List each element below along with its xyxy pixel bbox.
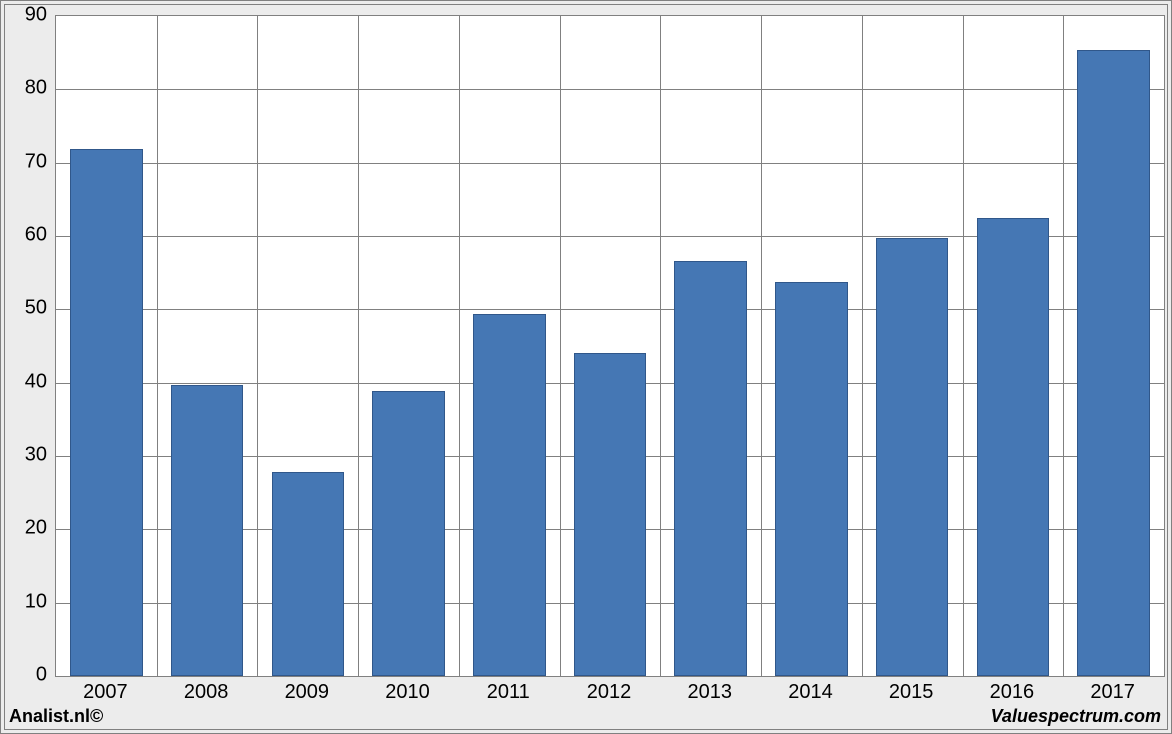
bar-2008 <box>171 385 244 676</box>
y-axis-tick-label: 10 <box>7 590 47 613</box>
x-axis-tick-label: 2008 <box>184 681 229 704</box>
x-axis-tick-label: 2011 <box>487 681 530 704</box>
y-axis-tick-label: 90 <box>7 4 47 27</box>
grid-line-vertical <box>358 16 359 676</box>
grid-line-vertical <box>1063 16 1064 676</box>
chart-outer-frame: 0 10 20 30 40 50 60 70 80 90 2007 2008 2009 2010 2011… <box>0 0 1172 734</box>
chart-inner-frame: 0 10 20 30 40 50 60 70 80 90 2007 2008 2009 2010 2011… <box>4 4 1168 730</box>
bar-2017 <box>1077 50 1150 676</box>
y-axis-tick-label: 30 <box>7 444 47 467</box>
grid-line-vertical <box>963 16 964 676</box>
y-axis-tick-label: 20 <box>7 517 47 540</box>
bar-2009 <box>272 472 345 676</box>
grid-line-vertical <box>660 16 661 676</box>
bar-2016 <box>977 218 1050 676</box>
bar-2013 <box>674 261 747 676</box>
bar-2012 <box>574 353 647 676</box>
grid-line-vertical <box>459 16 460 676</box>
grid-line-horizontal <box>56 163 1164 164</box>
grid-line-vertical <box>862 16 863 676</box>
y-axis-tick-label: 60 <box>7 224 47 247</box>
footer-right-credit: Valuespectrum.com <box>991 706 1161 727</box>
grid-line-vertical <box>257 16 258 676</box>
y-axis-tick-label: 50 <box>7 297 47 320</box>
grid-line-vertical <box>560 16 561 676</box>
x-axis-tick-label: 2017 <box>1090 681 1135 704</box>
x-axis-tick-label: 2009 <box>285 681 330 704</box>
grid-line-vertical <box>761 16 762 676</box>
x-axis-tick-label: 2014 <box>788 681 833 704</box>
plot-area <box>55 15 1165 677</box>
grid-line-vertical <box>157 16 158 676</box>
y-axis-tick-label: 80 <box>7 77 47 100</box>
y-axis-tick-label: 0 <box>7 664 47 687</box>
bar-2014 <box>775 282 848 676</box>
bar-2015 <box>876 238 949 676</box>
x-axis-tick-label: 2012 <box>587 681 632 704</box>
x-axis-tick-label: 2010 <box>385 681 430 704</box>
y-axis-tick-label: 40 <box>7 370 47 393</box>
x-axis-tick-label: 2007 <box>83 681 128 704</box>
x-axis-tick-label: 2013 <box>687 681 732 704</box>
footer-left-credit: Analist.nl© <box>9 706 103 727</box>
x-axis-tick-label: 2015 <box>889 681 934 704</box>
bar-2010 <box>372 391 445 676</box>
grid-line-horizontal <box>56 89 1164 90</box>
y-axis-tick-label: 70 <box>7 150 47 173</box>
bar-2007 <box>70 149 143 676</box>
x-axis-tick-label: 2016 <box>990 681 1035 704</box>
bar-2011 <box>473 314 546 676</box>
